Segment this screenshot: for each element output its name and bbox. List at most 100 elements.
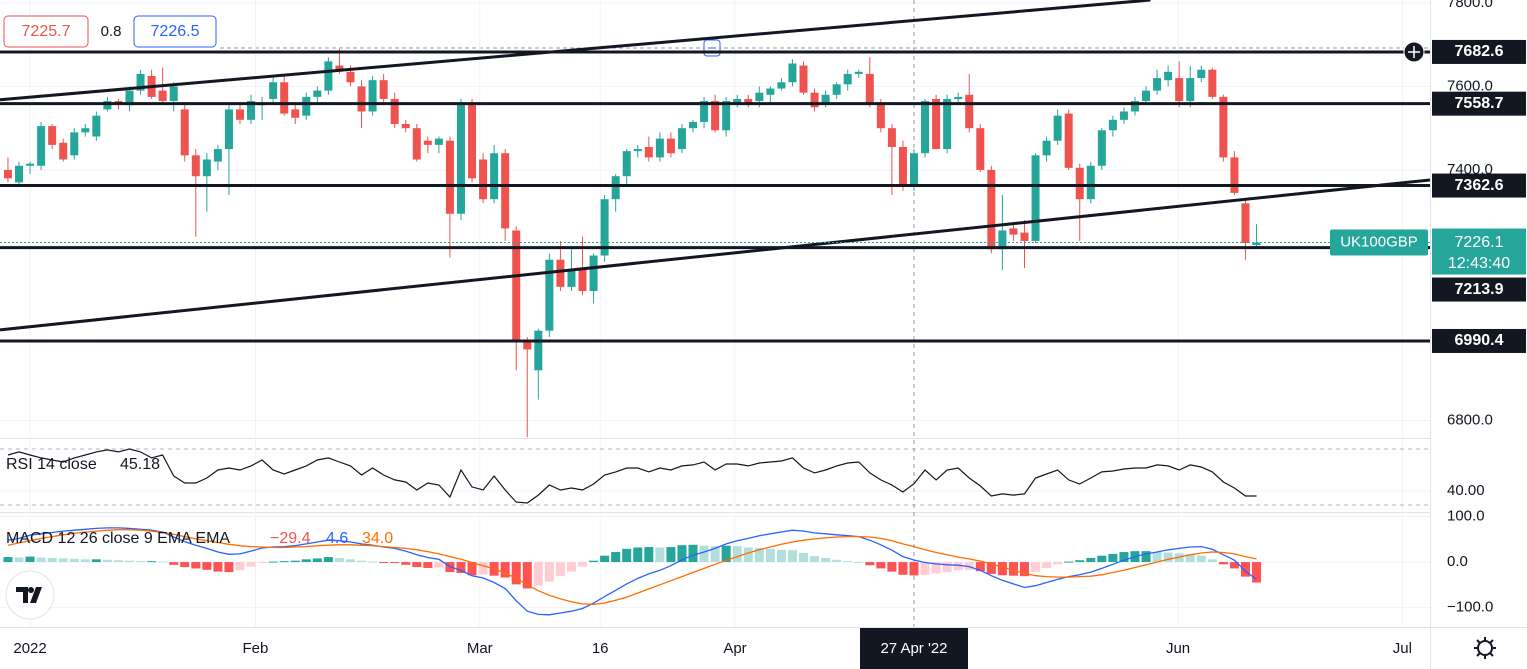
histogram-bar [478,562,488,575]
candle-body [644,146,653,158]
histogram-bar [1031,562,1041,573]
candle-body [1130,101,1139,112]
histogram-bar [754,547,764,563]
histogram-bar [776,549,786,563]
histogram-bar [1252,562,1262,583]
histogram-bar [1042,562,1052,568]
macd-line [7,529,1257,606]
logo[interactable] [5,570,55,620]
histogram-bar [633,547,643,563]
price-label-box [1432,328,1526,353]
candle-body [622,151,631,177]
candle-body [1153,78,1162,91]
candle-body [37,126,46,166]
candle-body [755,92,764,102]
histogram-bar [213,562,223,572]
histogram-bar [566,562,576,572]
candle-body [1219,96,1228,158]
candle-body [1053,115,1062,141]
candle-body [821,94,830,104]
x-tick-label: Apr [723,640,746,657]
ask-box[interactable] [133,15,217,48]
candle-body [423,140,432,145]
histogram-bar [953,562,963,571]
trendline [0,178,1431,332]
x-tick-label: 16 [592,640,609,657]
histogram-bar [975,562,985,572]
histogram-bar [765,548,775,563]
histogram-bar [522,562,532,589]
y-tick-label: 7600.0 [1447,77,1493,94]
price-label: 7558.7 [1455,95,1504,112]
labels: 2022 Feb Mar 16 Apr Jun Jul 27 Apr '22 7800.0 760… [13,0,1526,669]
x-tick-label: 2022 [13,640,46,657]
ask: 7226.5 [151,23,200,40]
settings-icon[interactable] [1474,637,1496,659]
price-label: 7362.6 [1455,177,1504,194]
candle-body [965,94,974,129]
histogram-bar [578,562,588,567]
histogram-bar [732,546,742,563]
candle-body [954,96,963,99]
candle-body [1208,69,1217,97]
histogram-bar [931,562,941,574]
histogram-bar [1008,562,1018,576]
candle-body [202,159,211,177]
candle-body [291,109,300,118]
candle-body [523,341,532,350]
candle-body [103,101,112,110]
histogram-bar [1196,555,1206,563]
candle-body [744,98,753,104]
histogram-bar [268,561,278,563]
candle-body [125,90,134,106]
candle-body [1164,71,1173,81]
y-tick-label: 6800.0 [1447,411,1493,428]
candle-body [1119,111,1128,120]
gear-teeth [1474,637,1496,659]
histogram-bar [787,550,797,563]
candle-body [854,71,863,74]
candle-body [1031,155,1040,241]
y-tick-label: 100.0 [1447,508,1485,525]
histogram-bar [1141,551,1151,563]
candle-body [1175,78,1184,102]
candle-body [655,138,664,158]
histogram-bar [379,562,389,564]
bid-box[interactable] [3,15,89,48]
histogram-bar [434,562,444,568]
price-label: 7682.6 [1455,43,1504,60]
histogram-bar [1075,560,1085,563]
histogram-bar [1053,562,1063,565]
bid: 7225.7 [22,23,71,40]
histogram-bar [942,562,952,573]
histogram-bar [412,562,422,568]
candle-body [48,126,57,145]
candle-body [169,86,178,102]
candle-body [788,63,797,83]
symbol-box [1330,229,1428,256]
histogram-bar [1086,557,1096,563]
histogram-bar [887,562,897,572]
candle-body [1230,157,1239,193]
price-label: 7213.9 [1455,281,1504,298]
candle-body [15,165,24,183]
histogram-bar [843,561,853,563]
histogram-bar [246,562,256,567]
candle-body [468,103,477,179]
histogram-bar [799,552,809,563]
candle-body [1086,165,1095,200]
candle-body [733,98,742,104]
candle-body [158,90,167,102]
candle-body [490,153,499,200]
histogram-bar [224,562,234,573]
candle-body [390,98,399,125]
last-price-label: 7226.1 [1455,234,1504,251]
histogram-bar [368,561,378,563]
histogram-bar [25,556,35,563]
candle-body [401,124,410,129]
candle-body [677,128,686,150]
logo-dot [28,587,34,593]
histogram-bar [986,562,996,574]
histogram-bar [909,562,919,576]
histogram-bar [91,559,101,563]
